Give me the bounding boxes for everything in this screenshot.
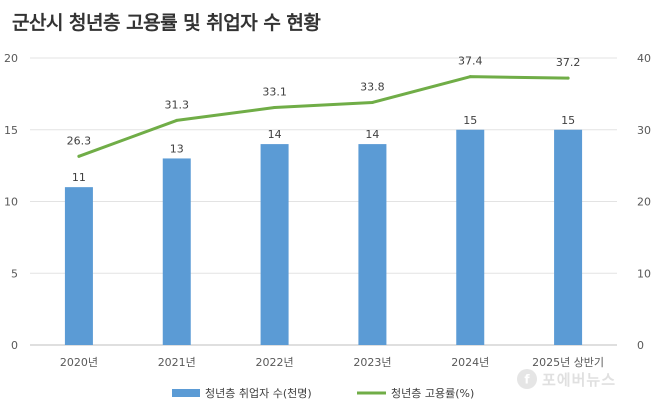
bar-data-label: 15	[561, 114, 575, 127]
y-left-tick-label: 10	[4, 196, 18, 209]
line-point	[77, 154, 81, 158]
bar-data-label: 11	[72, 171, 86, 184]
axis-ticks: 0 5 10 15 20 0 10 20 30 40 2020년 2021년 2022년 2023년 202…	[4, 52, 651, 369]
bar-data-label: 14	[268, 128, 282, 141]
line-data-label: 33.1	[262, 86, 287, 99]
gridlines	[30, 57, 617, 346]
line-series	[77, 75, 570, 158]
y-right-tick-label: 0	[637, 339, 644, 352]
data-labels: 11 13 14 14 15 15 26.3 31.3 33.1 33.8 37.4 37.2	[67, 55, 581, 184]
line-point	[468, 75, 472, 79]
x-tick-label: 2025년 상반기	[532, 356, 604, 369]
line-series-path	[77, 75, 570, 158]
x-tick-label: 2020년	[60, 356, 98, 369]
legend-bar-label: 청년층 취업자 수(천명)	[205, 386, 312, 400]
forever-news-logo-icon: f	[517, 369, 537, 389]
y-right-tick-label: 10	[637, 267, 651, 280]
y-right-tick-label: 20	[637, 196, 651, 209]
bar-data-label: 15	[463, 114, 477, 127]
legend-line-label: 청년층 고용률(%)	[391, 387, 474, 400]
watermark-text: 포에버뉴스	[542, 370, 617, 389]
line-data-label: 33.8	[360, 80, 385, 93]
bar	[456, 129, 485, 345]
bar-data-label: 13	[170, 142, 184, 155]
y-left-tick-label: 0	[11, 339, 18, 352]
bar	[64, 187, 93, 345]
line-point	[566, 76, 570, 80]
line-data-label: 26.3	[67, 134, 92, 147]
svg-text:f: f	[524, 373, 530, 387]
bar-series	[64, 129, 583, 345]
line-data-label: 37.2	[556, 56, 581, 69]
legend: 청년층 취업자 수(천명) 청년층 고용률(%)	[172, 386, 474, 400]
line-data-label: 31.3	[165, 98, 190, 111]
x-tick-label: 2024년	[451, 356, 489, 369]
line-data-label: 37.4	[458, 55, 483, 68]
watermark: f 포에버뉴스	[516, 368, 616, 390]
line-point	[273, 106, 277, 110]
bar	[162, 158, 191, 345]
bar	[358, 144, 387, 345]
bar	[260, 144, 289, 345]
bar-data-label: 14	[365, 128, 379, 141]
y-left-tick-label: 20	[4, 52, 18, 65]
y-right-tick-label: 40	[637, 52, 651, 65]
y-left-tick-label: 5	[11, 267, 18, 280]
x-tick-label: 2023년	[353, 356, 391, 369]
x-tick-label: 2022년	[256, 356, 294, 369]
y-right-tick-label: 30	[637, 124, 651, 137]
chart-title: 군산시 청년층 고용률 및 취업자 수 현황	[12, 12, 321, 34]
bar	[554, 129, 583, 345]
line-point	[370, 100, 374, 104]
line-point	[175, 118, 179, 122]
legend-bar-swatch	[172, 389, 200, 397]
y-left-tick-label: 15	[4, 124, 18, 137]
x-tick-label: 2021년	[158, 356, 196, 369]
